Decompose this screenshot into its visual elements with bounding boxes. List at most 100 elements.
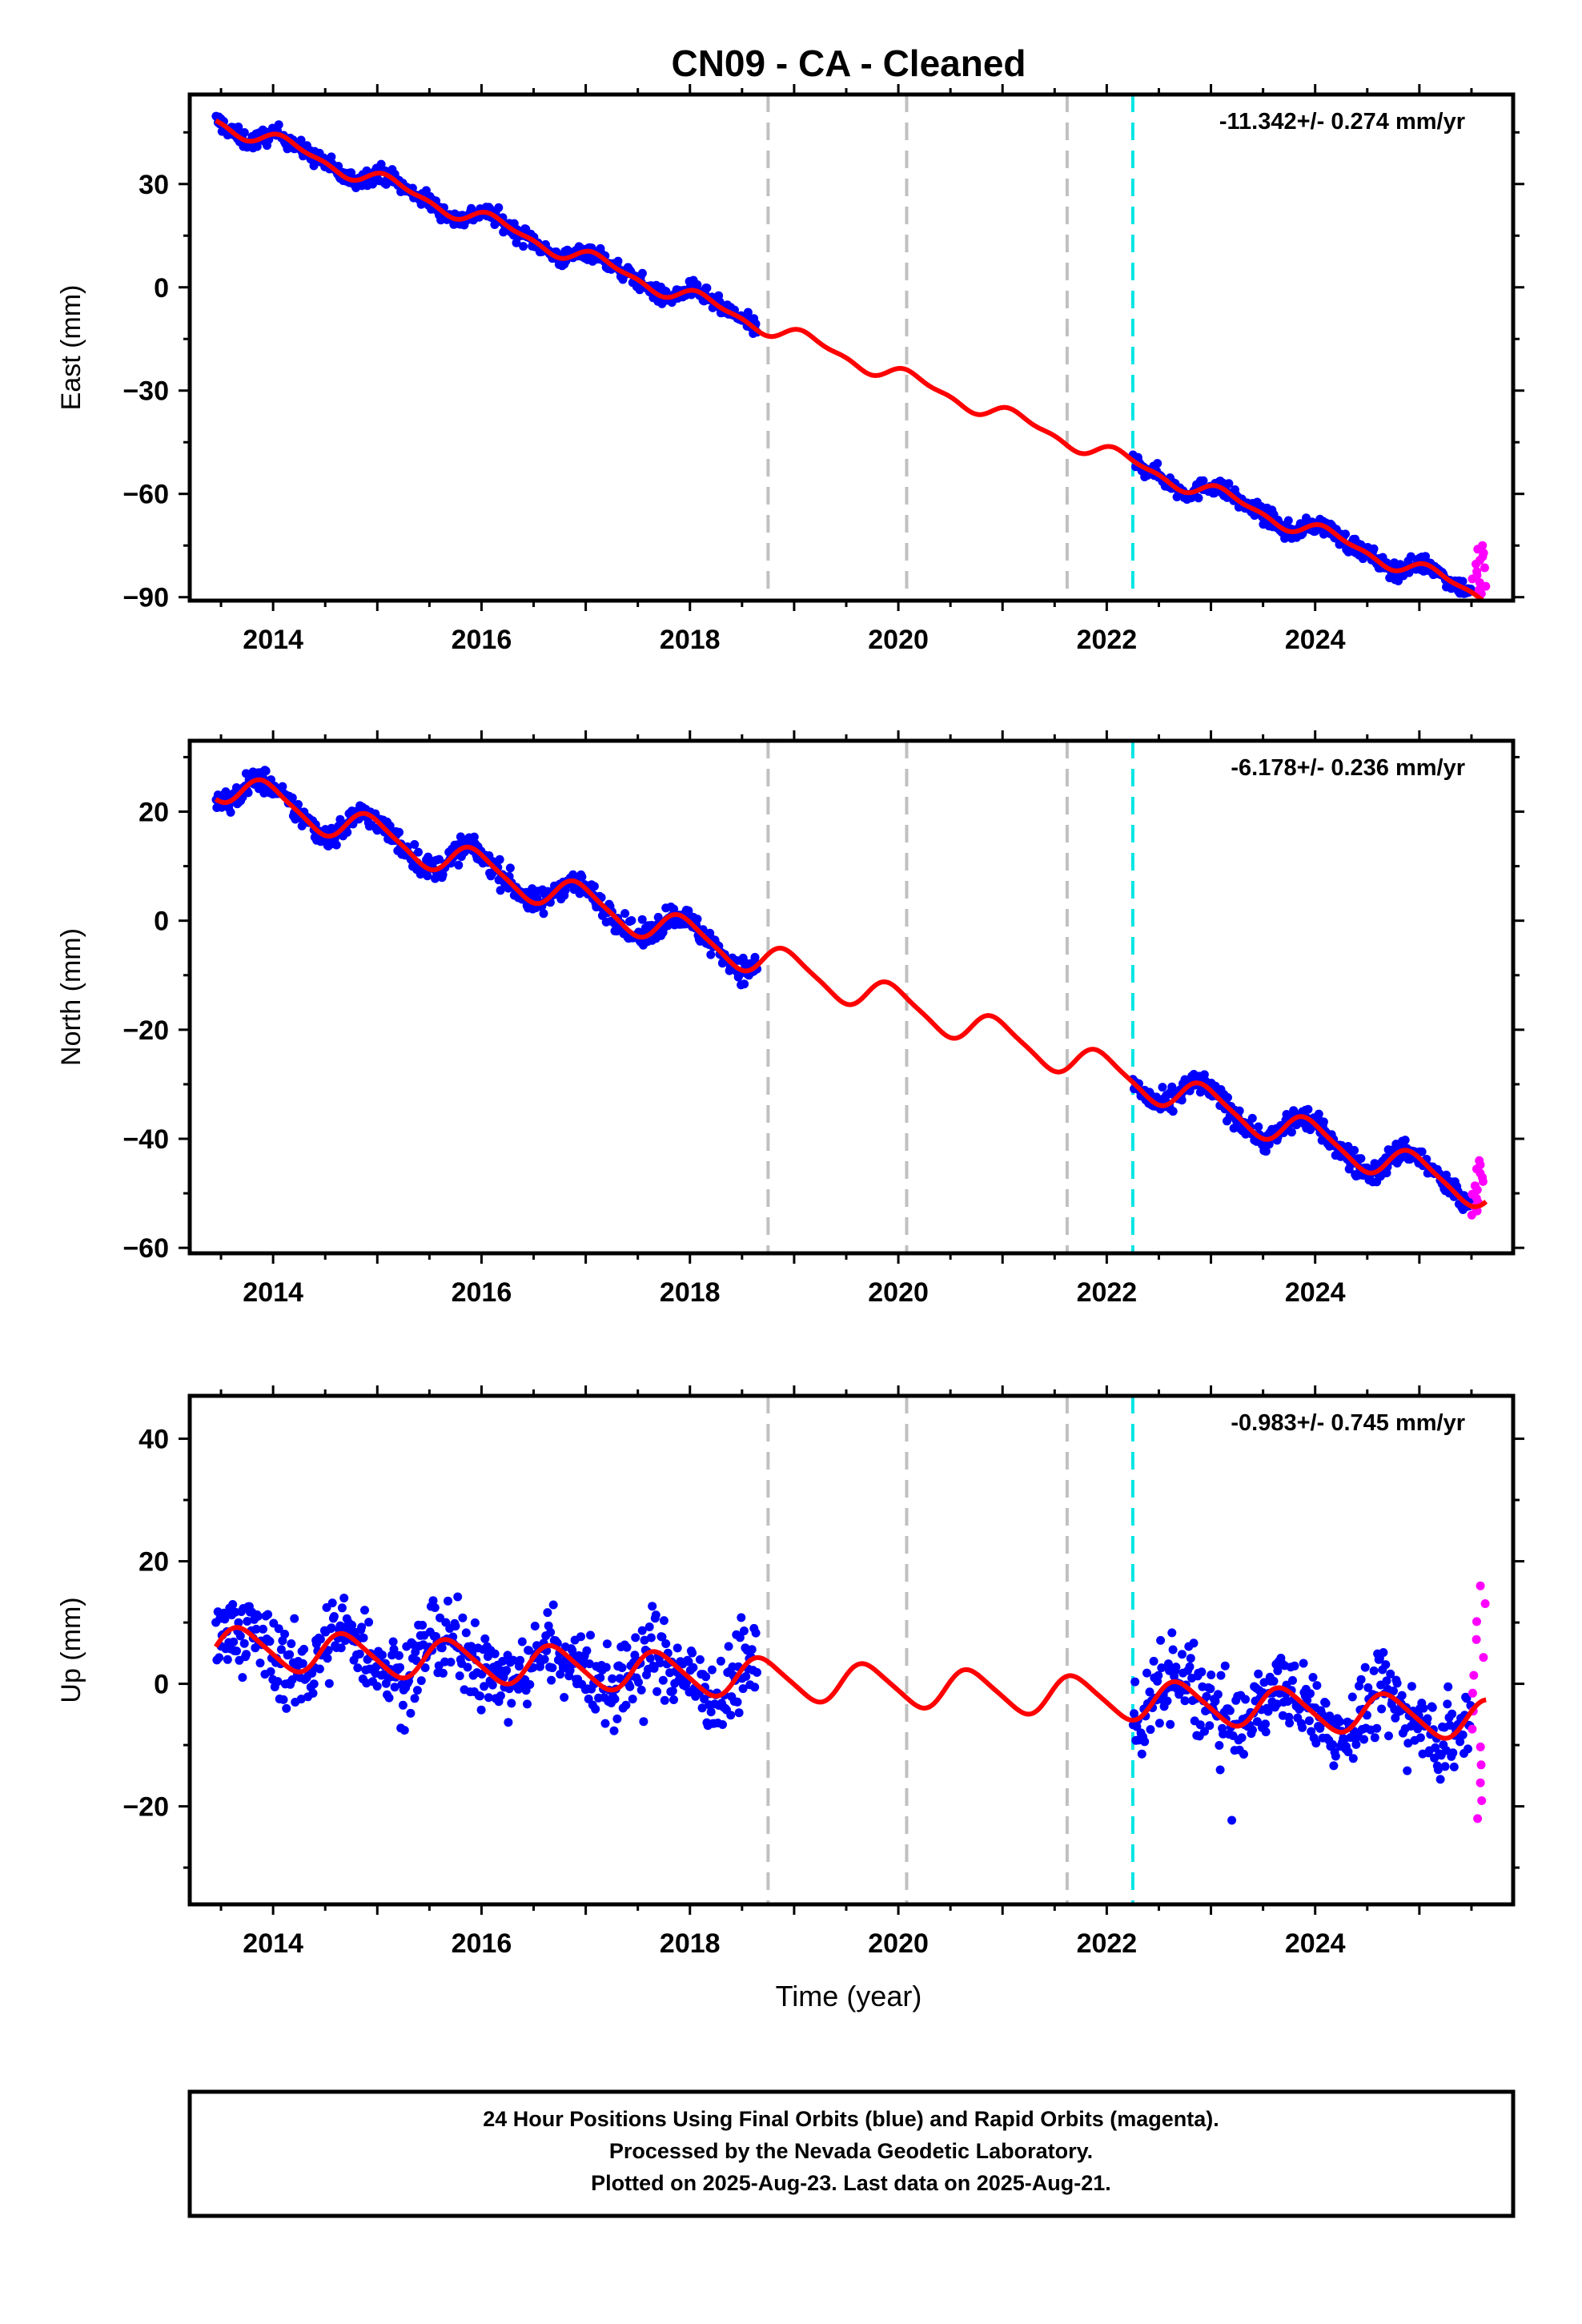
final-orbit-point bbox=[1299, 1659, 1308, 1668]
x-tick-label: 2024 bbox=[1285, 1928, 1346, 1959]
final-orbit-point bbox=[1146, 1725, 1155, 1735]
final-orbit-point bbox=[329, 1612, 339, 1621]
final-orbit-point bbox=[223, 1655, 232, 1664]
final-orbit-point bbox=[1384, 1731, 1393, 1741]
final-orbit-point bbox=[226, 807, 235, 817]
final-orbit-point bbox=[1153, 459, 1162, 468]
final-orbit-point bbox=[701, 1672, 711, 1682]
final-orbit-point bbox=[1171, 1663, 1181, 1672]
final-orbit-point bbox=[1137, 1749, 1146, 1759]
final-orbit-point bbox=[1145, 1687, 1154, 1697]
y-tick-label: −20 bbox=[122, 1015, 169, 1046]
y-tick-label: −60 bbox=[122, 480, 169, 510]
final-orbit-point bbox=[1213, 1690, 1223, 1699]
final-orbit-point bbox=[1335, 1717, 1344, 1727]
final-orbit-point bbox=[1225, 1706, 1235, 1715]
final-orbit-point bbox=[488, 1680, 497, 1690]
final-orbit-point bbox=[646, 1633, 656, 1642]
x-tick-label: 2014 bbox=[243, 1277, 303, 1308]
final-orbit-point bbox=[274, 1624, 283, 1634]
final-orbit-point bbox=[228, 1600, 238, 1609]
y-tick-label: 20 bbox=[139, 798, 169, 828]
final-orbit-point bbox=[1261, 1719, 1270, 1729]
final-orbit-point bbox=[259, 1624, 267, 1634]
final-orbit-point bbox=[1341, 529, 1350, 539]
plot-frame bbox=[187, 738, 1516, 1256]
final-orbit-point bbox=[1360, 1663, 1370, 1672]
final-orbit-point bbox=[547, 1675, 556, 1685]
final-orbit-point bbox=[453, 1592, 463, 1602]
final-orbit-point bbox=[565, 1666, 575, 1675]
final-orbit-point bbox=[1407, 1682, 1416, 1691]
final-orbit-point bbox=[651, 1610, 661, 1620]
final-orbit-point bbox=[1415, 1733, 1425, 1743]
final-orbit-point bbox=[279, 1695, 288, 1704]
final-orbit-point bbox=[659, 1616, 669, 1626]
final-orbit-point bbox=[282, 1703, 291, 1713]
final-orbit-point bbox=[505, 863, 515, 873]
final-orbit-point bbox=[1149, 1656, 1158, 1666]
final-orbit-point bbox=[530, 1622, 540, 1630]
final-orbit-point bbox=[412, 1686, 422, 1695]
final-orbit-point bbox=[364, 1618, 374, 1627]
data-points bbox=[211, 1581, 1490, 1825]
final-orbit-point bbox=[657, 1632, 667, 1642]
final-orbit-point bbox=[734, 1708, 744, 1718]
final-orbit-point bbox=[739, 1626, 749, 1635]
final-orbit-point bbox=[1261, 1147, 1271, 1156]
final-orbit-point bbox=[406, 1708, 416, 1718]
rapid-orbit-point bbox=[1475, 1156, 1484, 1165]
final-orbit-point bbox=[1224, 479, 1234, 489]
rapid-orbit-point bbox=[1478, 541, 1488, 550]
rapid-orbit-point bbox=[1476, 1778, 1485, 1787]
final-orbit-point bbox=[733, 1697, 742, 1707]
final-orbit-point bbox=[339, 1594, 349, 1602]
final-orbit-point bbox=[738, 1684, 748, 1694]
final-orbit-point bbox=[480, 1682, 489, 1691]
final-orbit-point bbox=[484, 1693, 493, 1703]
final-orbit-point bbox=[477, 1670, 487, 1679]
final-orbit-point bbox=[1283, 516, 1293, 525]
final-orbit-point bbox=[423, 871, 432, 881]
final-orbit-point bbox=[1435, 1775, 1445, 1784]
final-orbit-point bbox=[636, 1685, 646, 1695]
x-tick-label: 2022 bbox=[1077, 1277, 1138, 1308]
final-orbit-point bbox=[523, 1699, 532, 1709]
final-orbit-point bbox=[215, 1653, 224, 1663]
final-orbit-point bbox=[463, 1663, 472, 1672]
x-tick-label: 2018 bbox=[660, 1928, 721, 1959]
final-orbit-point bbox=[1156, 1635, 1166, 1645]
final-orbit-point bbox=[631, 1633, 640, 1642]
final-orbit-point bbox=[1202, 1691, 1211, 1701]
final-orbit-point bbox=[454, 860, 464, 870]
final-orbit-point bbox=[640, 1635, 649, 1645]
final-orbit-point bbox=[469, 832, 479, 842]
final-orbit-point bbox=[336, 1643, 346, 1653]
final-orbit-point bbox=[400, 1726, 409, 1735]
final-orbit-point bbox=[388, 1637, 398, 1647]
final-orbit-point bbox=[726, 1711, 736, 1720]
final-orbit-point bbox=[519, 242, 528, 251]
final-orbit-point bbox=[1462, 1694, 1472, 1703]
x-tick-label: 2016 bbox=[452, 625, 512, 655]
final-orbit-point bbox=[498, 1657, 508, 1666]
final-orbit-point bbox=[673, 1643, 682, 1653]
final-orbit-point bbox=[669, 904, 679, 914]
final-orbit-point bbox=[242, 1650, 251, 1659]
final-orbit-point bbox=[1417, 1147, 1427, 1156]
footer-border bbox=[187, 2089, 1516, 2218]
final-orbit-point bbox=[697, 1703, 707, 1713]
final-orbit-point bbox=[1189, 1638, 1199, 1648]
final-orbit-point bbox=[689, 1663, 698, 1672]
final-orbit-point bbox=[649, 1663, 659, 1673]
final-orbit-point bbox=[1205, 1721, 1215, 1731]
final-orbit-point bbox=[296, 1695, 306, 1704]
final-orbit-point bbox=[1382, 1676, 1391, 1686]
final-orbit-point bbox=[337, 1603, 347, 1613]
final-orbit-point bbox=[601, 1663, 611, 1672]
final-orbit-point bbox=[476, 1691, 484, 1701]
final-orbit-point bbox=[584, 1659, 594, 1669]
final-orbit-point bbox=[634, 1678, 643, 1687]
final-orbit-point bbox=[355, 1649, 364, 1659]
final-orbit-point bbox=[1194, 493, 1203, 503]
